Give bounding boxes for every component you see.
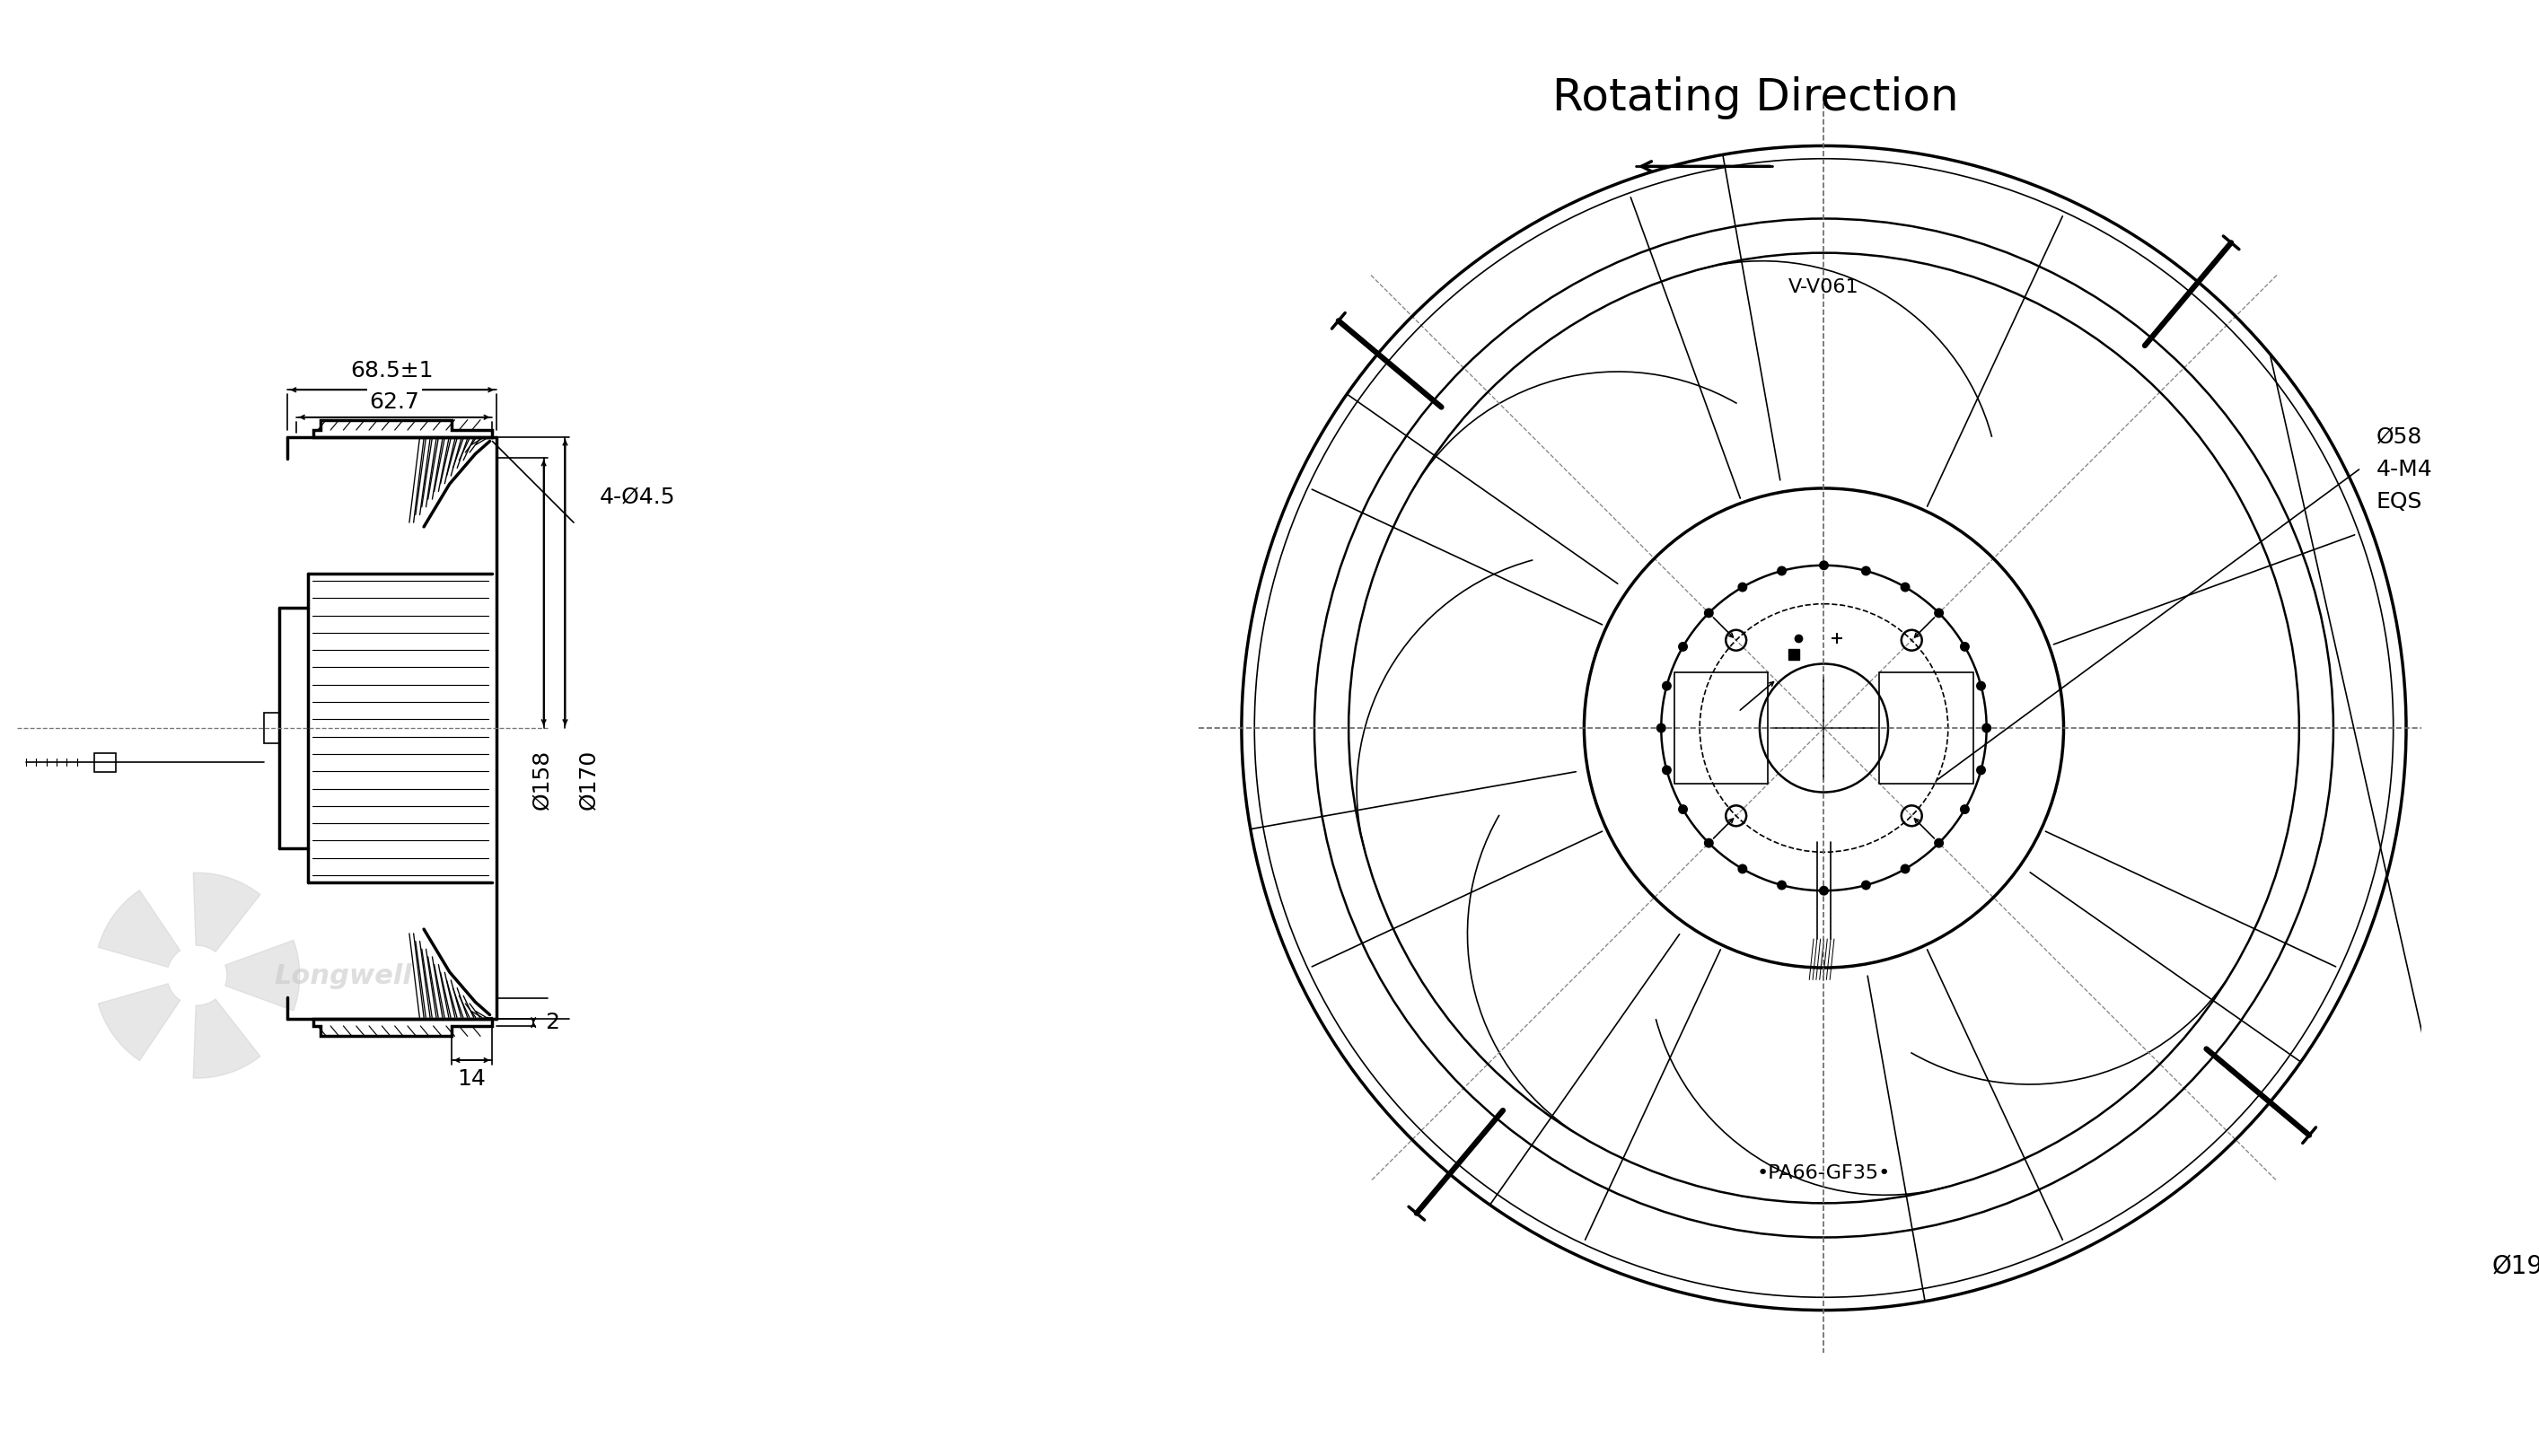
Circle shape xyxy=(1678,642,1688,651)
Bar xyxy=(1673,673,1767,783)
Circle shape xyxy=(1678,805,1688,814)
Polygon shape xyxy=(226,941,300,1010)
Text: Rotating Direction: Rotating Direction xyxy=(1551,76,1958,119)
Circle shape xyxy=(1739,865,1747,874)
Text: •PA66-GF35•: •PA66-GF35• xyxy=(1757,1165,1892,1182)
Text: 62.7: 62.7 xyxy=(368,392,419,412)
Polygon shape xyxy=(99,984,180,1060)
Polygon shape xyxy=(193,872,262,952)
Circle shape xyxy=(1704,839,1714,847)
Text: 68.5±1: 68.5±1 xyxy=(350,360,434,381)
Text: 4-M4: 4-M4 xyxy=(2377,459,2432,480)
Circle shape xyxy=(1663,681,1671,690)
Circle shape xyxy=(1902,582,1909,591)
Circle shape xyxy=(1960,805,1970,814)
Text: Ø170: Ø170 xyxy=(579,750,599,810)
Circle shape xyxy=(1861,566,1871,575)
Polygon shape xyxy=(99,890,180,967)
Circle shape xyxy=(1978,766,1985,775)
Circle shape xyxy=(1902,865,1909,874)
Bar xyxy=(94,753,117,772)
Circle shape xyxy=(1935,609,1942,617)
Text: 14: 14 xyxy=(457,1069,485,1089)
Polygon shape xyxy=(193,999,262,1077)
Circle shape xyxy=(1960,642,1970,651)
Text: Ø58: Ø58 xyxy=(2377,427,2422,447)
Circle shape xyxy=(1777,881,1785,890)
Text: 4-Ø4.5: 4-Ø4.5 xyxy=(599,486,675,508)
Text: EQS: EQS xyxy=(2377,491,2422,513)
Circle shape xyxy=(1820,887,1828,895)
Circle shape xyxy=(1704,609,1714,617)
Circle shape xyxy=(1820,561,1828,569)
Text: Longwell: Longwell xyxy=(274,964,411,990)
Circle shape xyxy=(1935,839,1942,847)
Circle shape xyxy=(1777,566,1785,575)
Text: V-V061: V-V061 xyxy=(1787,278,1859,296)
Bar xyxy=(1879,673,1973,783)
Circle shape xyxy=(1739,582,1747,591)
Circle shape xyxy=(1658,724,1666,732)
Text: 2: 2 xyxy=(546,1012,559,1034)
Circle shape xyxy=(1861,881,1871,890)
Circle shape xyxy=(1978,681,1985,690)
Circle shape xyxy=(1983,724,1991,732)
Text: Ø194: Ø194 xyxy=(2491,1255,2539,1280)
Circle shape xyxy=(1663,766,1671,775)
Bar xyxy=(264,713,279,743)
Text: Ø158: Ø158 xyxy=(531,750,554,810)
